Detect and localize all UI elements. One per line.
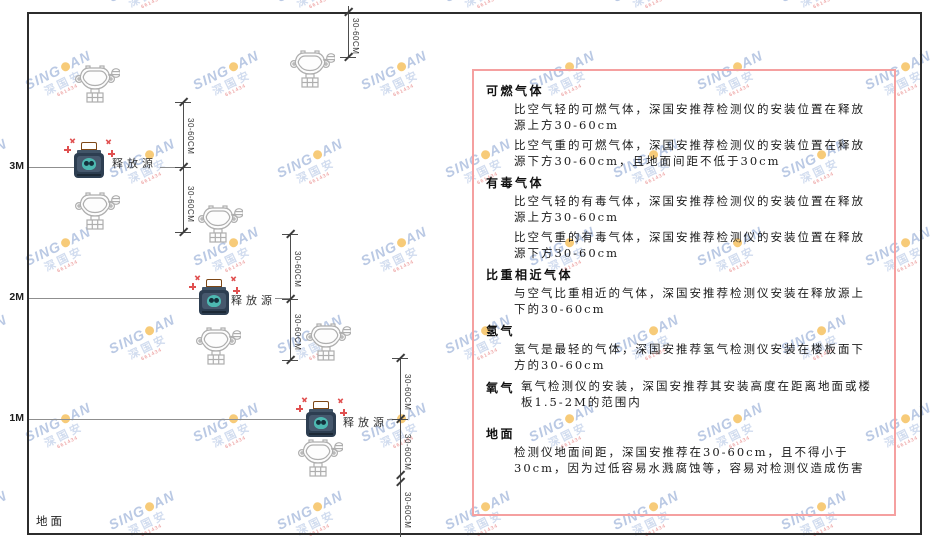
gas-detector-icon — [297, 437, 343, 477]
bottle-neck — [202, 287, 226, 291]
bottle-cap — [313, 401, 329, 409]
spark — [189, 283, 196, 290]
bottle-cap — [81, 142, 97, 150]
level-line-1m — [29, 419, 306, 420]
info-panel: 可燃气体 比空气轻的可燃气体，深国安推荐检测仪的安装位置在释放源上方30-60c… — [472, 69, 896, 516]
release-source-icon-3m — [64, 142, 115, 180]
section-title: 有毒气体 — [486, 176, 545, 190]
bottle-base — [202, 311, 226, 313]
release-source-label: 释放源 — [343, 416, 388, 429]
section-ground: 地面 检测仪地面间距，深国安推荐在30-60cm，且不得小于30cm，因为过低容… — [486, 425, 882, 476]
level-label-2m: 2M — [9, 291, 24, 303]
level-label-3m: 3M — [9, 160, 24, 172]
level-line-3m — [29, 167, 74, 168]
release-source-icon-1m — [296, 401, 347, 439]
dim-line-ceiling — [348, 6, 349, 57]
dim-label: 30-60CM — [403, 373, 412, 411]
section-paragraph: 与空气比重相近的气体，深国安推荐检测仪安装在释放源上下的30-60cm — [514, 286, 865, 316]
bottle-neck — [77, 150, 101, 154]
dim-label: 30-60CM — [351, 17, 360, 55]
section-similar-density: 比重相近气体 与空气比重相近的气体，深国安推荐检测仪安装在释放源上下的30-60… — [486, 266, 882, 317]
ground-label: 地面 — [36, 514, 65, 528]
spark — [296, 405, 303, 412]
section-toxic: 有毒气体 比空气轻的有毒气体，深国安推荐检测仪的安装位置在释放源上方30-60c… — [486, 174, 882, 261]
dim-label: 30-60CM — [293, 250, 302, 288]
section-paragraph: 氧气检测仪的安装，深国安推荐其安装高度在距离地面或楼板1.5-2M的范围内 — [521, 379, 873, 409]
release-source-label: 释放源 — [231, 294, 276, 307]
gas-detector-icon — [74, 63, 120, 103]
skull-icon — [314, 417, 328, 429]
section-paragraph: 比空气重的可燃气体，深国安推荐检测仪的安装位置在释放源下方30-60cm，且地面… — [514, 138, 865, 168]
skull-icon — [207, 295, 221, 307]
bottle-neck — [309, 409, 333, 413]
dim-label: 30-60CM — [186, 185, 195, 223]
gas-detector-icon — [197, 203, 243, 243]
bottle-cap — [206, 279, 222, 287]
section-title: 可燃气体 — [486, 84, 545, 98]
spark — [108, 150, 115, 157]
level-label-1m: 1M — [9, 412, 24, 424]
section-title: 比重相近气体 — [486, 268, 574, 282]
release-source-label: 释放源 — [112, 157, 157, 170]
release-source-icon-2m — [189, 279, 240, 317]
level-line-2m — [29, 298, 199, 299]
section-paragraph: 比空气轻的有毒气体，深国安推荐检测仪的安装位置在释放源上方30-60cm — [514, 194, 865, 224]
bottle-base — [77, 174, 101, 176]
level-line-2m-ext — [275, 298, 290, 299]
dim-label: 30-60CM — [403, 491, 412, 529]
gas-detector-icon — [289, 48, 335, 88]
gas-detector-icon — [195, 325, 241, 365]
section-title: 地面 — [486, 427, 516, 441]
dim-line-1m — [400, 358, 401, 537]
dim-label: 30-60CM — [186, 117, 195, 155]
section-paragraph: 检测仪地面间距，深国安推荐在30-60cm，且不得小于30cm，因为过低容易水溅… — [514, 445, 865, 475]
section-paragraph: 比空气轻的可燃气体，深国安推荐检测仪的安装位置在释放源上方30-60cm — [514, 102, 865, 132]
section-oxygen: 氧气 氧气检测仪的安装，深国安推荐其安装高度在距离地面或楼板1.5-2M的范围内 — [486, 379, 882, 415]
bottle-base — [309, 433, 333, 435]
spark — [233, 287, 240, 294]
spark — [340, 409, 347, 416]
section-title: 氧气 — [486, 381, 516, 395]
skull-icon — [82, 158, 96, 170]
section-combustible: 可燃气体 比空气轻的可燃气体，深国安推荐检测仪的安装位置在释放源上方30-60c… — [486, 82, 882, 169]
dim-label: 30-60CM — [403, 433, 412, 471]
gas-detector-icon — [305, 321, 351, 361]
section-title: 氢气 — [486, 324, 516, 338]
spark — [64, 146, 71, 153]
room-outline — [27, 12, 922, 535]
section-hydrogen: 氢气 氢气是最轻的气体，深国安推荐氢气检测仪安装在楼板面下方的30-60cm — [486, 322, 882, 373]
gas-detector-icon — [74, 190, 120, 230]
dim-label: 30-60CM — [293, 313, 302, 351]
section-paragraph: 氢气是最轻的气体，深国安推荐氢气检测仪安装在楼板面下方的30-60cm — [514, 342, 865, 372]
section-paragraph: 比空气重的有毒气体，深国安推荐检测仪的安装位置在释放源下方30-60cm — [514, 230, 865, 260]
level-line-3m-ext — [160, 167, 183, 168]
